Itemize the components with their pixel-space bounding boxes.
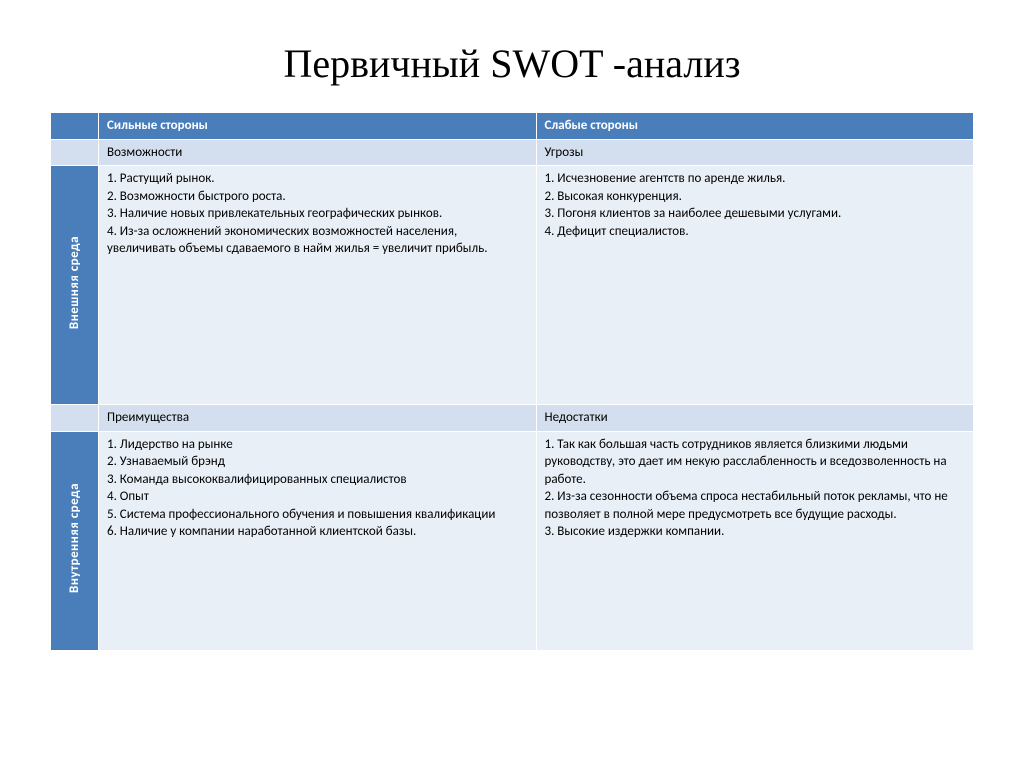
corner-cell — [51, 113, 99, 140]
list-item: 2. Высокая конкуренция. — [545, 188, 966, 206]
list-item: 4. Из-за осложнений экономических возмож… — [107, 223, 528, 258]
table-row: Внешняя среда 1. Растущий рынок.2. Возмо… — [51, 166, 974, 405]
cell-advantages: 1. Лидерство на рынке2. Узнаваемый брэнд… — [99, 431, 537, 650]
list-item: 3. Погоня клиентов за наиболее дешевыми … — [545, 205, 966, 223]
side-label-external: Внешняя среда — [51, 166, 99, 405]
list-item: 1. Исчезновение агентств по аренде жилья… — [545, 170, 966, 188]
table-row: Внутренняя среда 1. Лидерство на рынке2.… — [51, 431, 974, 650]
cell-opportunities: 1. Растущий рынок.2. Возможности быстрог… — [99, 166, 537, 405]
side-blank-cell — [51, 139, 99, 166]
side-label-internal-text: Внутренняя среда — [66, 483, 84, 593]
subheader-opportunities: Возможности — [99, 139, 537, 166]
list-item: 1. Растущий рынок. — [107, 170, 528, 188]
side-blank-cell — [51, 405, 99, 432]
header-weaknesses: Слабые стороны — [536, 113, 974, 140]
subheader-advantages: Преимущества — [99, 405, 537, 432]
list-item: 5. Система профессионального обучения и … — [107, 506, 528, 524]
list-item: 1. Лидерство на рынке — [107, 436, 528, 454]
subheader-threats: Угрозы — [536, 139, 974, 166]
table-row: Преимущества Недостатки — [51, 405, 974, 432]
opportunities-list: 1. Растущий рынок.2. Возможности быстрог… — [107, 170, 528, 258]
header-strengths: Сильные стороны — [99, 113, 537, 140]
swot-table: Сильные стороны Слабые стороны Возможнос… — [50, 112, 974, 651]
cell-disadvantages: 1. Так как большая часть сотрудников явл… — [536, 431, 974, 650]
list-item: 4. Опыт — [107, 488, 528, 506]
list-item: 2. Узнаваемый брэнд — [107, 453, 528, 471]
threats-list: 1. Исчезновение агентств по аренде жилья… — [545, 170, 966, 240]
slide-title: Первичный SWOT -анализ — [50, 40, 974, 87]
subheader-disadvantages: Недостатки — [536, 405, 974, 432]
list-item: 6. Наличие у компании наработанной клиен… — [107, 523, 528, 541]
table-row: Сильные стороны Слабые стороны — [51, 113, 974, 140]
disadvantages-list: 1. Так как большая часть сотрудников явл… — [545, 436, 966, 541]
cell-threats: 1. Исчезновение агентств по аренде жилья… — [536, 166, 974, 405]
side-label-internal: Внутренняя среда — [51, 431, 99, 650]
list-item: 2. Возможности быстрого роста. — [107, 188, 528, 206]
advantages-list: 1. Лидерство на рынке2. Узнаваемый брэнд… — [107, 436, 528, 541]
list-item: 2. Из-за сезонности объема спроса нестаб… — [545, 488, 966, 523]
list-item: 3. Команда высококвалифицированных специ… — [107, 471, 528, 489]
list-item: 3. Наличие новых привлекательных географ… — [107, 205, 528, 223]
table-row: Возможности Угрозы — [51, 139, 974, 166]
slide: Первичный SWOT -анализ Сильные стороны С… — [0, 0, 1024, 767]
list-item: 4. Дефицит специалистов. — [545, 223, 966, 241]
list-item: 3. Высокие издержки компании. — [545, 523, 966, 541]
list-item: 1. Так как большая часть сотрудников явл… — [545, 436, 966, 489]
side-label-external-text: Внешняя среда — [66, 236, 84, 329]
